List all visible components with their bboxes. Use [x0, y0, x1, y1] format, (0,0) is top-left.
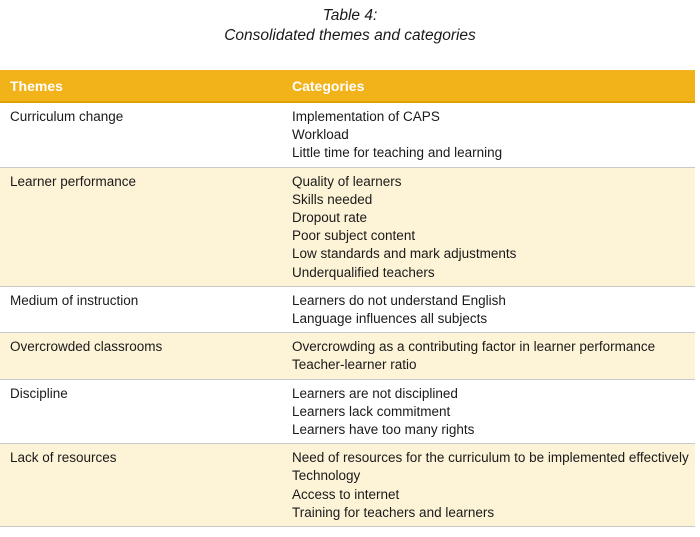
category-item: Workload	[292, 127, 349, 143]
category-item: Skills needed	[292, 191, 373, 207]
categories-cell: Learners do not understand English Langu…	[282, 286, 695, 334]
category-item: Quality of learners	[292, 173, 402, 189]
category-item: Learners do not understand English	[292, 292, 506, 308]
table-title: Consolidated themes and categories	[224, 27, 476, 44]
theme-cell: Overcrowded classrooms	[0, 332, 282, 380]
theme-cell: Discipline	[0, 379, 282, 445]
theme-cell: Learner performance	[0, 167, 282, 287]
category-item: Implementation of CAPS	[292, 109, 440, 124]
table-row: Overcrowded classrooms Overcrowding as a…	[0, 332, 695, 380]
table-row: Discipline Learners are not disciplined …	[0, 379, 695, 445]
category-item: Technology	[292, 468, 361, 484]
table-row: Learner performance Quality of learners …	[0, 167, 695, 287]
categories-cell: Quality of learners Skills needed Dropou…	[282, 167, 695, 287]
header-categories: Categories	[282, 70, 695, 103]
table-body: Curriculum change Implementation of CAPS…	[0, 102, 695, 528]
category-item: Poor subject content	[292, 228, 416, 244]
category-item: Training for teachers and learners	[292, 504, 495, 520]
table-row: Curriculum change Implementation of CAPS…	[0, 102, 695, 168]
category-item: Learners have too many rights	[292, 422, 475, 438]
table-caption: Table 4: Consolidated themes and categor…	[0, 6, 700, 46]
theme-cell: Medium of instruction	[0, 286, 282, 334]
category-item: Teacher-learner ratio	[292, 357, 417, 373]
category-item: Low standards and mark adjustments	[292, 246, 517, 262]
theme-cell: Curriculum change	[0, 102, 282, 168]
category-item: Underqualified teachers	[292, 264, 435, 280]
category-item: Language influences all subjects	[292, 311, 488, 327]
table-row: Lack of resources Need of resources for …	[0, 443, 695, 528]
categories-cell: Learners are not disciplined Learners la…	[282, 379, 695, 445]
categories-cell: Overcrowding as a contributing factor in…	[282, 332, 695, 380]
category-item: Learners are not disciplined	[292, 385, 458, 401]
themes-table: Themes Categories Curriculum change Impl…	[0, 70, 695, 528]
theme-cell: Lack of resources	[0, 443, 282, 528]
category-item: Dropout rate	[292, 210, 368, 226]
category-item: Access to internet	[292, 486, 400, 502]
category-item: Need of resources for the curriculum to …	[292, 450, 689, 466]
header-row: Themes Categories	[0, 70, 695, 103]
table-number: Table 4:	[322, 7, 378, 24]
header-themes: Themes	[0, 70, 282, 103]
categories-cell: Need of resources for the curriculum to …	[282, 443, 695, 528]
table-row: Medium of instruction Learners do not un…	[0, 286, 695, 334]
category-item: Little time for teaching and learning	[292, 145, 503, 161]
category-item: Learners lack commitment	[292, 403, 451, 419]
categories-cell: Implementation of CAPS Workload Little t…	[282, 102, 695, 168]
category-item: Overcrowding as a contributing factor in…	[292, 339, 656, 355]
